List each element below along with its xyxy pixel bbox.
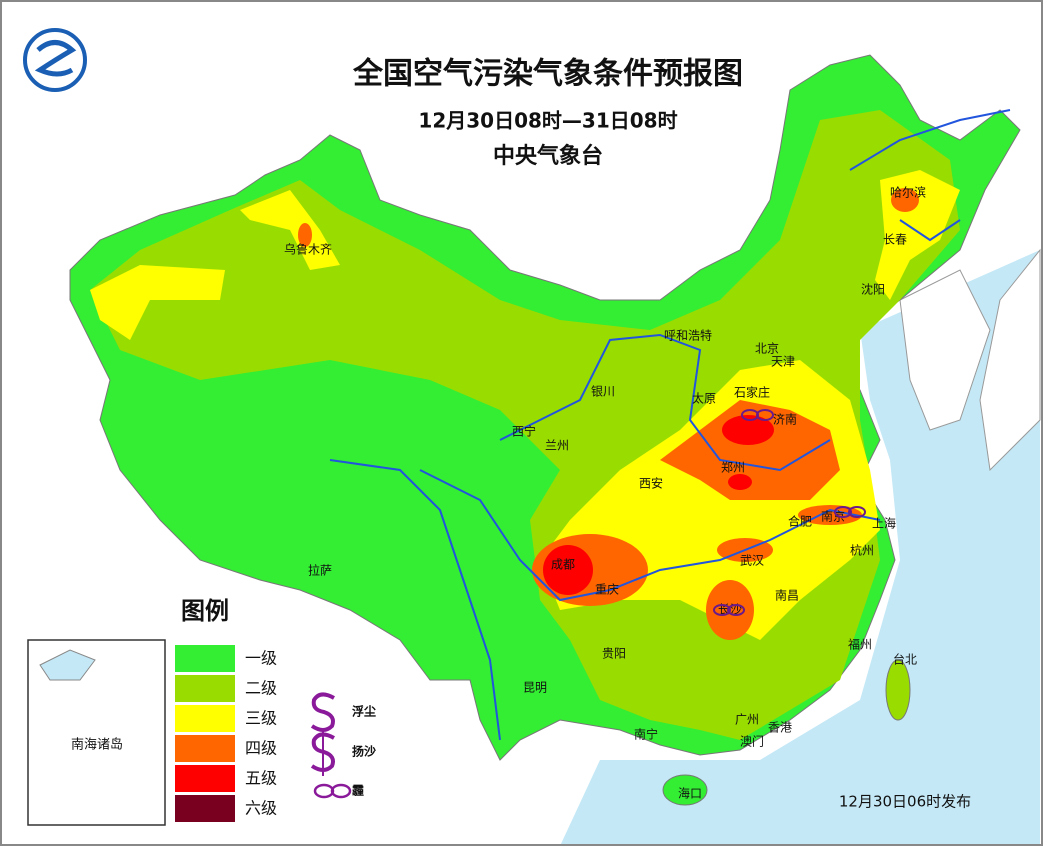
legend-label: 一级 <box>245 649 277 668</box>
city-label: 西安 <box>639 476 663 491</box>
city-label: 贵阳 <box>602 647 626 661</box>
legend-label: 五级 <box>245 769 277 788</box>
city-label: 乌鲁木齐 <box>284 242 332 257</box>
city-label: 海口 <box>678 786 702 801</box>
city-label: 广州 <box>735 713 759 727</box>
city-label: 澳门 <box>740 734 764 749</box>
issue-time: 12月30日06时发布 <box>839 793 971 811</box>
city-label: 台北 <box>893 652 917 667</box>
legend-swatch <box>175 705 235 732</box>
legend-label: 六级 <box>245 799 277 818</box>
city-label: 天津 <box>771 355 795 369</box>
symbol-label: 霾 <box>352 784 364 798</box>
city-label: 重庆 <box>595 583 619 597</box>
symbol-icons <box>310 692 352 799</box>
city-label: 长春 <box>883 233 907 247</box>
city-label: 呼和浩特 <box>664 328 712 343</box>
legend-label: 二级 <box>245 679 277 698</box>
city-label: 南宁 <box>634 727 658 742</box>
legend-swatch <box>175 675 235 702</box>
city-label: 拉萨 <box>308 563 332 578</box>
city-label: 太原 <box>692 391 716 406</box>
legend-title: 图例 <box>181 597 229 625</box>
city-label: 南京 <box>821 509 845 524</box>
city-label: 银川 <box>591 385 615 399</box>
rivers <box>329 109 1011 741</box>
legend-swatch <box>175 795 235 822</box>
title: 全国空气污染气象条件预报图 <box>352 57 743 92</box>
city-label: 西宁 <box>512 424 536 439</box>
city-label: 武汉 <box>740 554 764 568</box>
city-label: 北京 <box>755 342 779 356</box>
korea-japan <box>899 248 1041 472</box>
legend-swatch <box>175 645 235 672</box>
city-label: 兰州 <box>545 439 569 453</box>
city-label: 昆明 <box>523 681 547 695</box>
city-label: 成都 <box>551 558 575 572</box>
legend-label: 四级 <box>245 739 277 758</box>
issuer: 中央气象台 <box>493 143 603 169</box>
city-label: 合肥 <box>788 514 812 529</box>
haze-markers <box>713 409 866 616</box>
city-label: 香港 <box>768 721 792 735</box>
inset-coast <box>39 649 96 681</box>
city-label: 济南 <box>773 412 797 427</box>
city-label: 福州 <box>848 637 872 652</box>
china-map <box>69 54 1021 806</box>
city-label: 沈阳 <box>861 282 885 297</box>
city-label: 上海 <box>872 516 896 531</box>
legend-label: 三级 <box>245 709 277 728</box>
city-label: 郑州 <box>721 460 745 475</box>
city-label: 杭州 <box>850 543 874 558</box>
symbol-label: 浮尘 <box>352 704 376 719</box>
city-label: 南昌 <box>775 588 799 603</box>
city-label: 石家庄 <box>734 385 770 400</box>
logo <box>23 28 87 92</box>
symbol-label: 扬沙 <box>352 744 376 759</box>
period: 12月30日08时—31日08时 <box>418 109 677 133</box>
inset-label: 南海诸岛 <box>71 737 123 753</box>
city-label: 哈尔滨 <box>890 185 926 200</box>
legend-swatch <box>175 765 235 792</box>
legend-swatch <box>175 735 235 762</box>
